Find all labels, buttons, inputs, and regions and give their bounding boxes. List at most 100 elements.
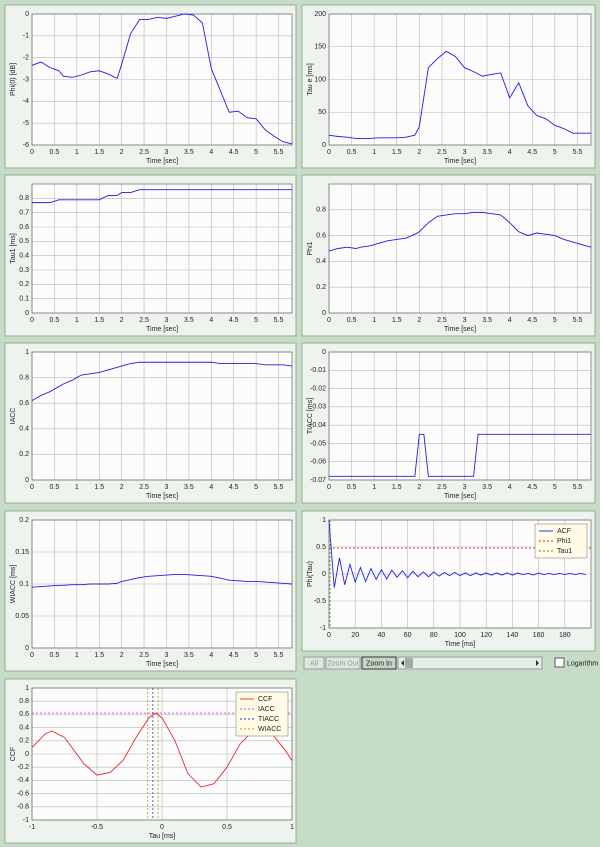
data-line [31,13,293,145]
x-tick-label: 0 [327,632,331,639]
y-tick-label: 0.6 [19,711,29,718]
x-tick-label: 5 [254,652,258,659]
x-tick-label: 20 [351,632,359,639]
x-tick-label: 3.5 [184,317,194,324]
x-axis-label: Time [sec] [444,493,476,500]
button[interactable] [303,656,325,670]
y-tick-label: 50 [318,109,326,116]
y-tick-label: 0 [25,310,29,317]
button-label[interactable]: Zoom In [366,660,392,667]
x-tick-label: 0 [327,317,331,324]
x-axis-label: Time [sec] [146,158,178,165]
y-tick-label: -0.05 [310,440,326,447]
x-tick-label: 180 [559,632,571,639]
x-tick-label: 2 [120,652,124,659]
y-tick-label: 0 [322,310,326,317]
checkbox[interactable] [554,657,565,668]
x-tick-label: 0.5 [50,317,60,324]
x-axis-label: Tau [ms] [149,833,176,840]
y-tick-label: -0.4 [17,777,29,784]
x-tick-label: 3.5 [482,484,492,491]
y-tick-label: 0.2 [19,451,29,458]
x-tick-label: 0 [327,149,331,156]
plot-frame [31,687,293,821]
y-tick-label: -1 [23,817,29,824]
x-tick-label: 5 [553,317,557,324]
x-tick-label: 140 [507,632,519,639]
button[interactable] [325,656,361,670]
x-tick-label: 5.5 [573,484,583,491]
scrollbar[interactable] [397,656,543,670]
y-axis-label: Tau e [ms] [307,63,314,95]
y-tick-label: 0 [25,477,29,484]
x-tick-label: 0.5 [50,484,60,491]
x-tick-label: 0.5 [222,824,232,831]
x-tick-label: 5.5 [274,149,284,156]
button-label[interactable]: Zoom Out [327,660,358,667]
y-tick-label: 150 [314,44,326,51]
y-tick-label: -0.06 [310,459,326,466]
y-axis-label: WIACC [ms] [10,565,17,604]
plot-frame [31,351,293,481]
x-tick-label: 100 [454,632,466,639]
y-tick-label: 0.8 [19,374,29,381]
button-label[interactable]: All [310,660,318,667]
y-tick-label: 1 [322,517,326,524]
y-tick-label: 0 [25,751,29,758]
y-tick-label: 0.3 [19,267,29,274]
y-tick-label: -6 [23,142,29,149]
x-tick-label: 4 [508,317,512,324]
legend-label: Phi1 [557,538,571,545]
y-tick-label: 0.8 [19,698,29,705]
x-tick-label: 1.5 [94,484,104,491]
x-tick-label: 4 [209,317,213,324]
legend-label: CCF [258,696,272,703]
y-tick-label: -2 [23,55,29,62]
x-tick-label: 3 [463,484,467,491]
x-tick-label: 4.5 [229,652,239,659]
y-tick-label: 0.1 [19,296,29,303]
x-tick-label: 4 [209,149,213,156]
x-tick-label: 5.5 [573,149,583,156]
x-tick-label: 2.5 [139,652,149,659]
x-tick-label: 3.5 [482,149,492,156]
y-tick-label: -0.03 [310,404,326,411]
x-tick-label: 0.5 [347,317,357,324]
y-tick-label: 100 [314,76,326,83]
data-line [328,211,592,252]
legend-label: IACC [258,706,275,713]
y-tick-label: 0.05 [15,613,29,620]
x-tick-label: 1 [75,652,79,659]
x-tick-label: 2.5 [139,149,149,156]
button[interactable] [361,656,397,670]
plot-area [32,184,292,313]
x-tick-label: 1.5 [392,149,402,156]
x-tick-label: 4.5 [229,149,239,156]
x-tick-label: -1 [29,824,35,831]
x-tick-label: 1.5 [94,317,104,324]
y-tick-label: -0.07 [310,477,326,484]
scroll-thumb[interactable] [405,658,413,668]
checkbox-label[interactable]: Logarithm [567,660,598,667]
y-tick-label: -1 [23,33,29,40]
x-tick-label: 0 [30,317,34,324]
x-tick-label: 2.5 [437,149,447,156]
x-tick-label: 1 [75,484,79,491]
x-tick-label: 1.5 [392,317,402,324]
x-tick-label: 1 [372,484,376,491]
x-tick-label: 2 [120,484,124,491]
x-tick-label: 1.5 [94,652,104,659]
x-tick-label: 60 [404,632,412,639]
y-tick-label: 0 [25,645,29,652]
x-tick-label: 120 [480,632,492,639]
x-tick-label: 0 [30,149,34,156]
x-tick-label: 5 [553,149,557,156]
y-tick-label: -4 [23,98,29,105]
y-tick-label: 0.2 [19,738,29,745]
x-tick-label: 0 [327,484,331,491]
y-tick-label: 0.1 [19,581,29,588]
x-tick-label: 0.5 [347,484,357,491]
x-tick-label: 5.5 [274,484,284,491]
legend-label: Tau1 [557,548,572,555]
x-tick-label: 0.5 [347,149,357,156]
